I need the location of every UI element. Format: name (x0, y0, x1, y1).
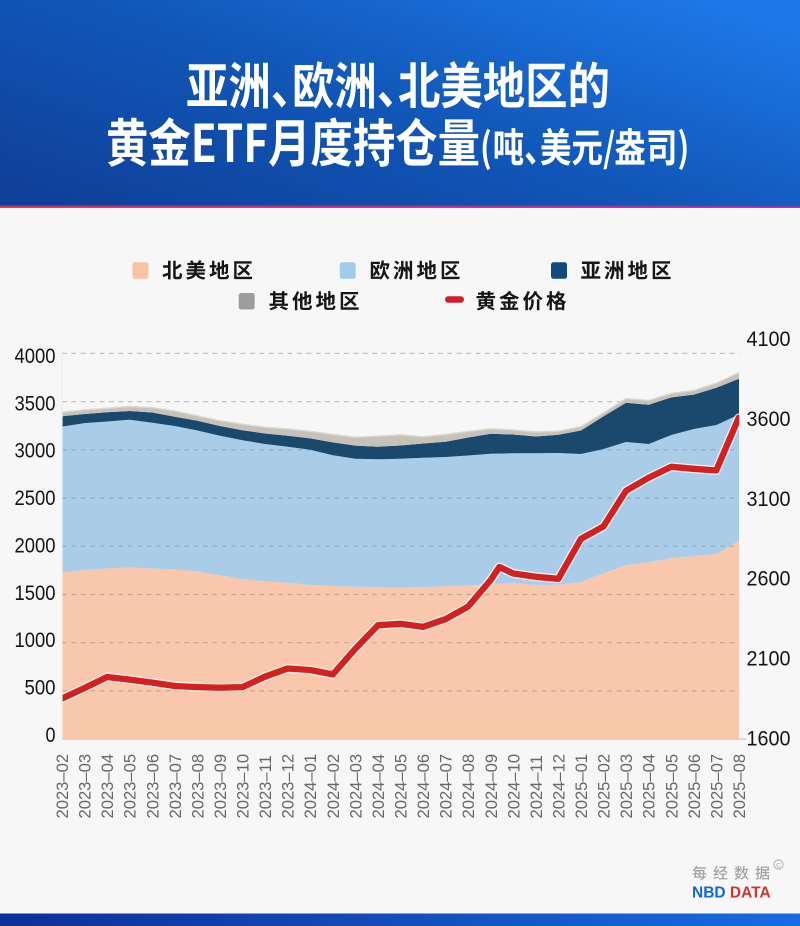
svg-text:2024–05: 2024–05 (392, 754, 411, 819)
svg-text:4000: 4000 (15, 344, 56, 368)
svg-text:2025–08: 2025–08 (730, 754, 749, 819)
svg-text:2024–07: 2024–07 (437, 754, 456, 819)
svg-text:2024–03: 2024–03 (346, 754, 365, 819)
svg-text:1000: 1000 (15, 628, 56, 652)
svg-text:3500: 3500 (15, 391, 56, 415)
svg-text:2500: 2500 (15, 486, 56, 510)
svg-text:0: 0 (46, 723, 56, 747)
svg-text:C: C (776, 863, 781, 870)
svg-text:2024–06: 2024–06 (414, 754, 433, 819)
svg-text:2600: 2600 (747, 567, 791, 591)
svg-text:2000: 2000 (15, 533, 56, 557)
svg-text:2023–06: 2023–06 (143, 754, 162, 819)
svg-text:2023–03: 2023–03 (76, 754, 95, 819)
svg-text:2025–01: 2025–01 (572, 754, 591, 819)
svg-text:2024–02: 2024–02 (324, 754, 343, 819)
svg-text:2024–08: 2024–08 (459, 754, 478, 819)
svg-text:2023–12: 2023–12 (279, 754, 298, 819)
svg-text:2023–11: 2023–11 (256, 755, 275, 818)
svg-text:2024–10: 2024–10 (504, 754, 523, 819)
svg-text:NBD DATA: NBD DATA (692, 885, 771, 902)
svg-text:2100: 2100 (747, 647, 791, 671)
svg-text:2024–09: 2024–09 (482, 754, 501, 819)
svg-text:2023–04: 2023–04 (98, 754, 117, 819)
svg-text:4100: 4100 (747, 327, 791, 351)
svg-text:1600: 1600 (747, 727, 791, 751)
svg-text:2025–05: 2025–05 (662, 754, 681, 819)
svg-text:2024–11: 2024–11 (527, 755, 546, 818)
svg-text:2023–02: 2023–02 (53, 754, 72, 819)
svg-text:2023–09: 2023–09 (211, 754, 230, 819)
svg-text:2024–04: 2024–04 (369, 754, 388, 819)
svg-text:3100: 3100 (747, 487, 791, 511)
svg-text:2023–07: 2023–07 (166, 754, 185, 819)
svg-text:3600: 3600 (747, 407, 791, 431)
svg-text:1500: 1500 (15, 581, 56, 605)
svg-text:2023–10: 2023–10 (234, 754, 253, 819)
svg-text:3000: 3000 (15, 439, 56, 463)
svg-text:2025–04: 2025–04 (640, 754, 659, 819)
svg-text:2025–07: 2025–07 (707, 754, 726, 819)
svg-text:2024–12: 2024–12 (550, 754, 569, 819)
svg-text:2023–08: 2023–08 (188, 754, 207, 819)
svg-text:2025–02: 2025–02 (595, 754, 614, 819)
svg-text:500: 500 (25, 675, 56, 699)
svg-text:2025–03: 2025–03 (617, 754, 636, 819)
svg-text:2024–01: 2024–01 (301, 754, 320, 819)
svg-text:2025–06: 2025–06 (685, 754, 704, 819)
svg-text:2023–05: 2023–05 (121, 754, 140, 819)
